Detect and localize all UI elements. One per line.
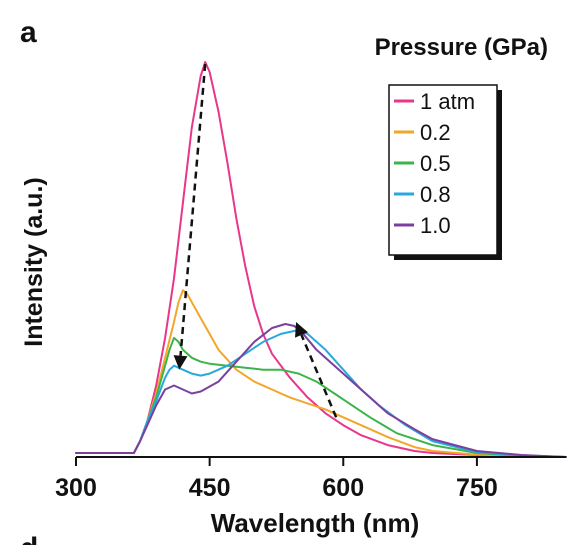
legend: 1 atm 0.2 0.5 0.8 1.0	[388, 84, 502, 260]
x-tick-label-2: 600	[322, 474, 364, 502]
legend-box	[388, 84, 498, 256]
panel-label-a: a	[20, 16, 37, 49]
x-axis-label: Wavelength (nm)	[211, 508, 419, 538]
y-axis-label: Intensity (a.u.)	[20, 177, 48, 346]
panel-label-d: d	[20, 532, 38, 545]
series-line-4	[75, 323, 567, 458]
arrow-shaft-0	[179, 63, 207, 356]
arrow-shaft-1	[300, 334, 338, 418]
annotations	[173, 63, 338, 418]
legend-label-0: 1 atm	[420, 89, 475, 114]
legend-title: Pressure (GPa)	[375, 34, 548, 61]
series-line-1	[75, 289, 567, 458]
series-line-0	[75, 61, 567, 458]
series-line-3	[75, 329, 567, 458]
x-axis-ticks: 300 450 600 750	[55, 457, 498, 502]
x-tick-label-1: 450	[189, 474, 231, 502]
x-tick-label-0: 300	[55, 474, 97, 502]
arrow-head-0	[173, 355, 188, 370]
x-tick-label-3: 750	[456, 474, 498, 502]
series-line-2	[75, 336, 567, 458]
legend-label-4: 1.0	[420, 213, 451, 238]
legend-label-1: 0.2	[420, 120, 451, 145]
arrow-head-1	[295, 322, 308, 338]
legend-label-2: 0.5	[420, 151, 451, 176]
plot-area	[75, 61, 567, 458]
legend-label-3: 0.8	[420, 182, 451, 207]
